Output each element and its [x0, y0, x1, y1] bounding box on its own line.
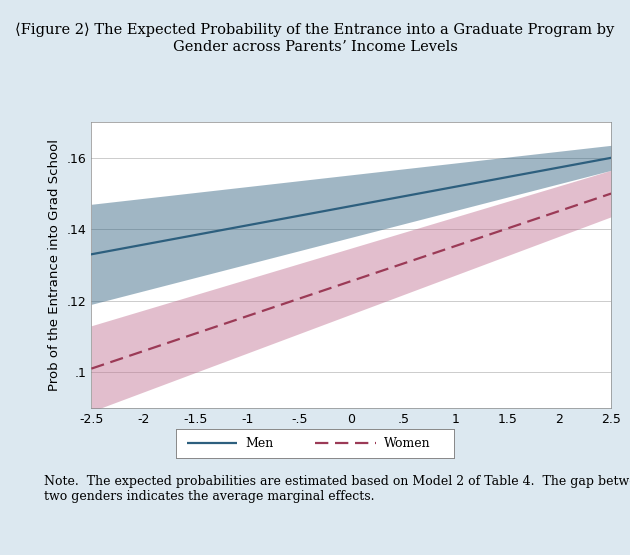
Text: Gender across Parentsʼ Income Levels: Gender across Parentsʼ Income Levels: [173, 40, 457, 54]
Text: Men: Men: [246, 437, 274, 450]
Text: Women: Women: [384, 437, 431, 450]
Text: Note.  The expected probabilities are estimated based on Model 2 of Table 4.  Th: Note. The expected probabilities are est…: [44, 475, 630, 502]
Y-axis label: Prob of the Entrance into Grad School: Prob of the Entrance into Grad School: [48, 139, 61, 391]
X-axis label: Standardized Parents Income: Standardized Parents Income: [254, 433, 449, 446]
Text: ⟨Figure 2⟩ The Expected Probability of the Entrance into a Graduate Program by: ⟨Figure 2⟩ The Expected Probability of t…: [15, 22, 615, 37]
